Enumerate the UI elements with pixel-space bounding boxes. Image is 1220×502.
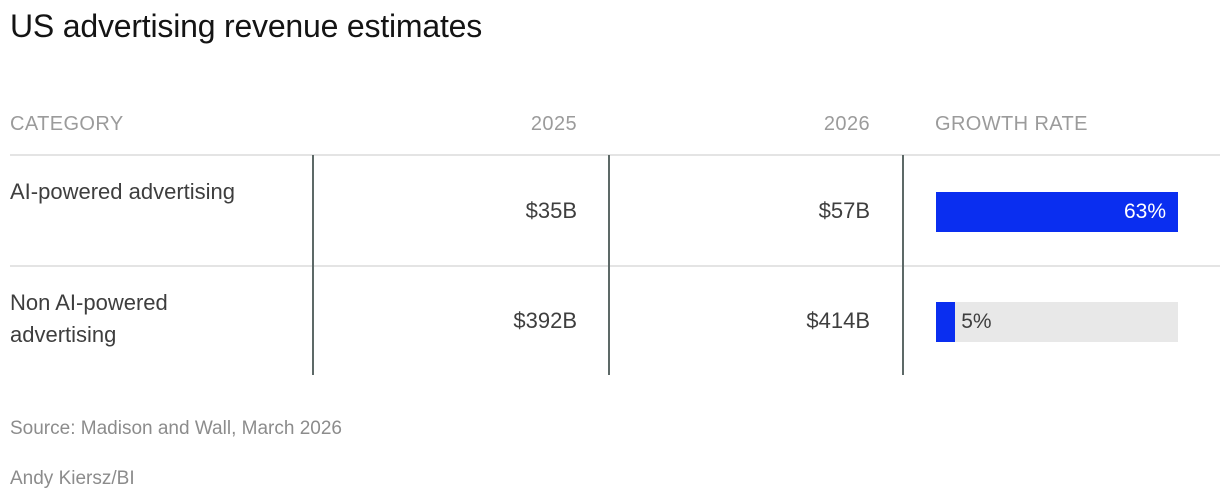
column-divider-2: [608, 155, 610, 375]
row-category-label: AI-powered advertising: [10, 179, 236, 204]
column-divider-3: [902, 155, 904, 375]
row-2025-value: $35B: [525, 198, 577, 223]
page-title: US advertising revenue estimates: [10, 8, 483, 44]
growth-bar-fill: [936, 302, 956, 342]
growth-bar-track: 5%: [936, 302, 1178, 342]
column-header-category: CATEGORY: [10, 113, 124, 135]
row-2026-value: $414B: [806, 308, 870, 333]
column-header-2025: 2025: [530, 113, 577, 135]
source-note: Source: Madison and Wall, March 2026: [10, 418, 342, 439]
column-divider-1: [312, 155, 314, 375]
row-2026-value: $57B: [818, 198, 870, 223]
growth-bar-fill: [936, 192, 1178, 232]
header-divider-line: [10, 154, 1220, 156]
growth-bar-track: 63%: [936, 192, 1178, 232]
column-header-2026: 2026: [823, 113, 870, 135]
credit-note: Andy Kiersz/BI: [10, 468, 135, 489]
row-divider-line: [10, 265, 1220, 267]
row-category-label: Non AI-powered advertising: [10, 290, 168, 347]
growth-bar-label: 63%: [1123, 200, 1166, 223]
growth-bar-label: 5%: [961, 310, 992, 333]
row-2025-value: $392B: [513, 308, 577, 333]
column-header-growth-rate: GROWTH RATE: [935, 113, 1088, 135]
